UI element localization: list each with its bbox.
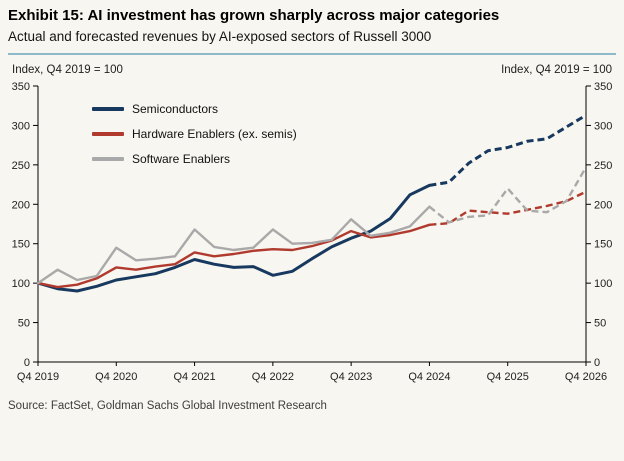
svg-text:300: 300: [12, 120, 30, 132]
svg-text:50: 50: [18, 318, 30, 330]
chart-legend: Semiconductors Hardware Enablers (ex. se…: [92, 102, 297, 166]
svg-text:Q4 2022: Q4 2022: [252, 371, 294, 383]
svg-text:100: 100: [12, 278, 30, 290]
axis-caption-row: Index, Q4 2019 = 100 Index, Q4 2019 = 10…: [0, 55, 624, 76]
line-chart: 0 0 50 50 100 100 150 150 200 200 250 250 300 300 350 3…: [12, 81, 613, 383]
chart-area: 0 0 50 50 100 100 150 150 200 200 250 250 300 300 350 3…: [4, 78, 620, 392]
svg-text:100: 100: [594, 278, 612, 290]
svg-text:Q4 2019: Q4 2019: [17, 371, 59, 383]
svg-text:200: 200: [12, 199, 30, 211]
svg-text:Q4 2025: Q4 2025: [487, 371, 529, 383]
svg-text:Q4 2021: Q4 2021: [173, 371, 215, 383]
legend-item-software-enablers: Software Enablers: [92, 152, 297, 166]
chart-title: Exhibit 15: AI investment has grown shar…: [8, 7, 500, 24]
svg-text:Q4 2024: Q4 2024: [408, 371, 450, 383]
svg-text:250: 250: [594, 160, 612, 172]
svg-text:150: 150: [12, 239, 30, 251]
svg-text:250: 250: [12, 160, 30, 172]
svg-text:Q4 2020: Q4 2020: [95, 371, 137, 383]
source-note: Source: FactSet, Goldman Sachs Global In…: [8, 399, 327, 412]
svg-text:0: 0: [594, 357, 600, 369]
svg-text:0: 0: [24, 357, 30, 369]
axis-caption-right: Index, Q4 2019 = 100: [501, 63, 612, 76]
chart-header: Exhibit 15: AI investment has grown shar…: [0, 0, 624, 45]
svg-text:Q4 2026: Q4 2026: [565, 371, 607, 383]
legend-item-semiconductors: Semiconductors: [92, 102, 297, 116]
svg-text:150: 150: [594, 239, 612, 251]
svg-text:300: 300: [594, 120, 612, 132]
header-divider: [8, 52, 616, 55]
legend-label: Semiconductors: [132, 101, 219, 116]
axis-caption-left: Index, Q4 2019 = 100: [12, 63, 123, 76]
svg-text:350: 350: [594, 81, 612, 93]
svg-text:350: 350: [12, 81, 30, 93]
svg-text:Q4 2023: Q4 2023: [330, 371, 372, 383]
legend-label: Software Enablers: [132, 151, 231, 166]
semiconductors-line-swatch: [92, 106, 124, 111]
legend-label: Hardware Enablers (ex. semis): [132, 126, 297, 141]
hardware-enablers-line-swatch: [92, 131, 124, 136]
chart-subtitle: Actual and forecasted revenues by AI-exp…: [8, 28, 432, 44]
software-enablers-line-swatch: [92, 156, 124, 161]
legend-item-hardware-enablers: Hardware Enablers (ex. semis): [92, 127, 297, 141]
svg-text:200: 200: [594, 199, 612, 211]
svg-text:50: 50: [594, 318, 606, 330]
